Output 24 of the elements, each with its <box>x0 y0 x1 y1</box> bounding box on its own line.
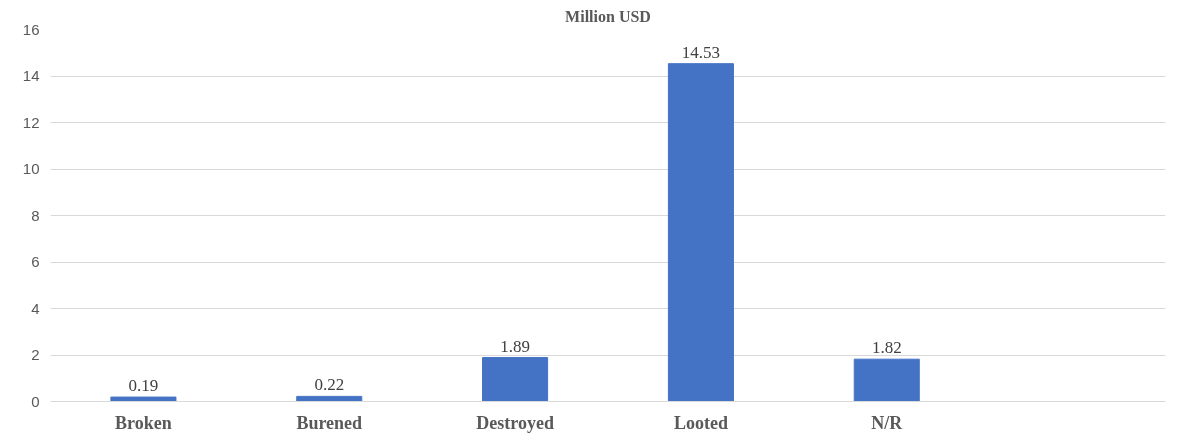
y-tick-label: 12 <box>22 113 40 131</box>
x-tick-label: N/R <box>871 412 904 433</box>
x-tick-label: Burened <box>296 412 363 433</box>
y-tick-label: 6 <box>31 253 40 270</box>
x-tick-label: Looted <box>673 412 728 433</box>
bar <box>110 396 177 402</box>
y-tick-label: 8 <box>31 206 40 224</box>
data-label: 0.19 <box>128 376 159 396</box>
x-tick-label: Broken <box>115 412 172 433</box>
data-label: 14.53 <box>681 42 721 62</box>
bar <box>667 63 734 402</box>
y-tick-label: 0 <box>31 392 40 410</box>
bar <box>482 357 549 402</box>
data-label: 0.22 <box>314 375 345 395</box>
data-label: 1.89 <box>500 336 530 356</box>
y-tick-label: 2 <box>31 346 40 363</box>
y-tick-label: 16 <box>22 20 40 38</box>
y-tick-label: 10 <box>22 160 40 177</box>
y-tick-label: 14 <box>22 67 40 84</box>
chart-title: Million USD <box>565 7 651 25</box>
data-label: 1.82 <box>871 338 902 358</box>
x-tick-label: Destroyed <box>476 412 554 433</box>
bar <box>853 358 920 402</box>
y-tick-label: 4 <box>31 299 40 317</box>
